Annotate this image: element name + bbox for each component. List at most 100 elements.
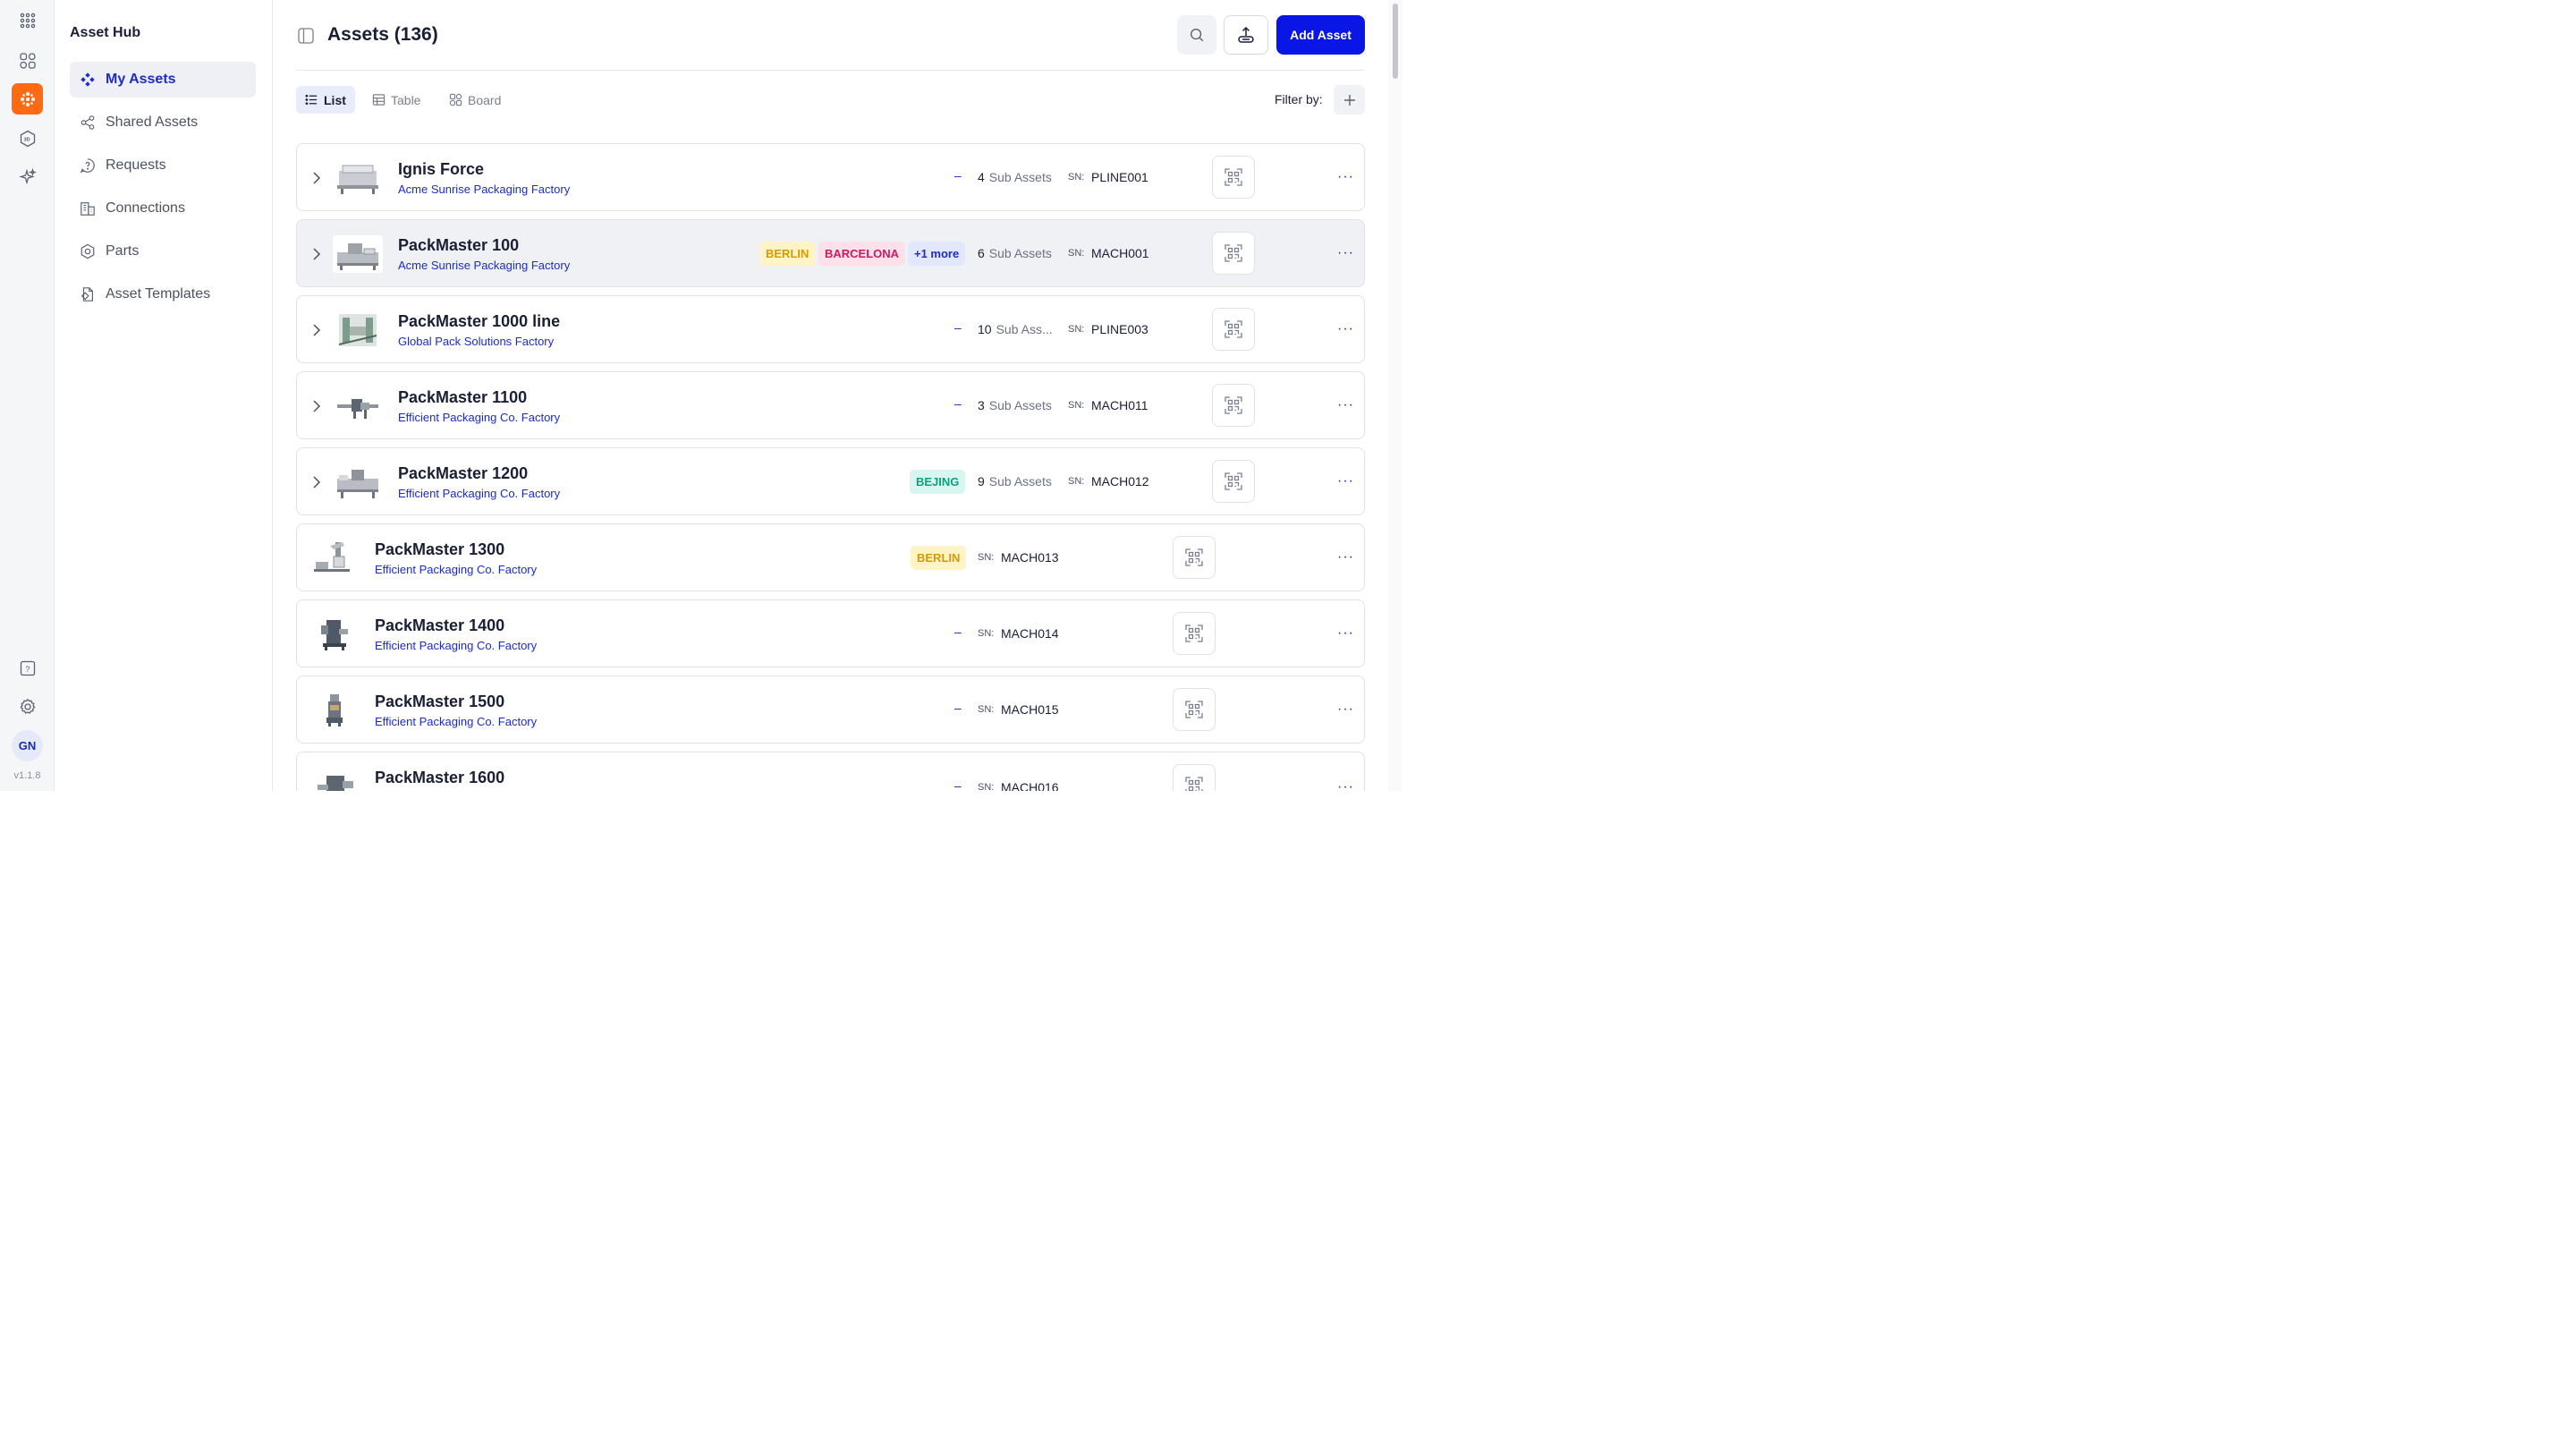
sidebar-item-asset-templates[interactable]: Asset Templates [70,276,256,312]
machine-image [326,694,343,726]
asset-row[interactable]: PackMaster 1300 Efficient Packaging Co. … [296,523,1365,591]
asset-row[interactable]: Ignis Force Acme Sunrise Packaging Facto… [296,143,1365,211]
asset-location[interactable]: Acme Sunrise Packaging Factory [398,183,571,196]
more-options-icon[interactable]: ··· [1337,321,1354,336]
location-tag[interactable]: BERLIN [911,546,967,570]
chevron-right-icon[interactable] [310,170,323,186]
sub-assets-count[interactable]: 4 Sub Assets [978,170,1052,184]
no-tags-dash: – [954,320,962,335]
no-tags-dash: – [954,778,962,791]
asset-name[interactable]: PackMaster 1500 [375,693,505,710]
qr-code-button[interactable] [1173,612,1216,655]
asset-name[interactable]: PackMaster 1100 [398,388,528,406]
3d-icon[interactable]: 3D [12,123,43,154]
sidebar-item-my-assets[interactable]: My Assets [70,62,256,98]
help-icon[interactable]: ? [12,652,43,684]
asset-location[interactable]: Efficient Packaging Co. Factory [375,563,538,576]
asset-location[interactable]: Efficient Packaging Co. Factory [398,487,561,500]
qr-code-button[interactable] [1173,688,1216,731]
sub-assets-count[interactable]: 10 Sub Ass... [978,322,1053,336]
add-filter-button[interactable] [1334,85,1365,115]
sub-assets-count[interactable]: 9 Sub Assets [978,474,1052,489]
toggle-panel-icon[interactable] [297,27,315,45]
sidebar-item-requests[interactable]: Requests [70,148,256,183]
qr-code-button[interactable] [1212,384,1255,427]
asset-thumbnail [333,159,383,197]
sidebar-item-connections[interactable]: Connections [70,191,256,226]
location-tag[interactable]: BEJING [910,470,966,494]
sub-assets-count[interactable]: 3 Sub Assets [978,398,1052,412]
settings-icon[interactable] [12,691,43,722]
asset-row[interactable]: PackMaster 1500 Efficient Packaging Co. … [296,676,1365,743]
asset-name[interactable]: PackMaster 100 [398,236,520,254]
tab-label: Board [468,92,502,107]
asset-location[interactable]: Global Pack Solutions Factory [398,335,555,348]
asset-name[interactable]: PackMaster 1400 [375,616,505,634]
more-options-icon[interactable]: ··· [1337,549,1354,565]
qr-code-button[interactable] [1212,460,1255,503]
chevron-right-icon[interactable] [310,398,323,414]
asset-thumbnail [333,387,383,425]
asset-row[interactable]: PackMaster 100 Acme Sunrise Packaging Fa… [296,219,1365,287]
tab-list[interactable]: List [296,86,355,114]
qr-code-button[interactable] [1212,308,1255,351]
chevron-right-icon[interactable] [310,246,323,262]
qr-scan-icon [1185,548,1203,566]
more-options-icon[interactable]: ··· [1337,625,1354,641]
more-options-icon[interactable]: ··· [1337,397,1354,412]
qr-scan-icon [1185,701,1203,718]
chevron-right-icon[interactable] [310,474,323,490]
asset-location[interactable]: Efficient Packaging Co. Factory [398,411,561,424]
asset-row[interactable]: PackMaster 1400 Efficient Packaging Co. … [296,599,1365,667]
user-avatar[interactable]: GN [12,730,43,761]
dashboard-icon[interactable] [12,45,43,76]
qr-code-button[interactable] [1212,232,1255,275]
no-tags-dash: – [954,701,962,715]
scrollbar[interactable] [1388,0,1402,791]
qr-code-button[interactable] [1173,764,1216,791]
sub-assets-count[interactable]: 6 Sub Assets [978,246,1052,260]
sidebar-item-shared-assets[interactable]: Shared Assets [70,105,256,140]
asset-row[interactable]: PackMaster 1100 Efficient Packaging Co. … [296,371,1365,439]
asset-location[interactable]: Efficient Packaging Co. Factory [375,715,538,728]
location-tag[interactable]: BARCELONA [818,242,906,266]
more-options-icon[interactable]: ··· [1337,473,1354,489]
asset-name[interactable]: Ignis Force [398,160,485,178]
add-asset-button[interactable]: Add Asset [1276,15,1365,55]
assets-app-icon[interactable] [12,83,43,115]
qr-scan-icon [1224,320,1242,338]
more-options-icon[interactable]: ··· [1337,701,1354,717]
more-tags-badge[interactable]: +1 more [908,242,966,266]
asset-row[interactable]: PackMaster 1000 line Global Pack Solutio… [296,295,1365,363]
sidebar-title: Asset Hub [70,25,141,40]
share-icon [79,114,97,132]
asset-name[interactable]: PackMaster 1200 [398,464,529,482]
sidebar-item-label: Asset Templates [106,286,211,302]
qr-code-button[interactable] [1173,536,1216,579]
asset-name[interactable]: PackMaster 1600 [375,769,505,786]
scrollbar-thumb[interactable] [1393,4,1398,79]
asset-name[interactable]: PackMaster 1300 [375,540,505,558]
more-options-icon[interactable]: ··· [1337,169,1354,184]
import-button[interactable] [1224,15,1268,55]
more-options-icon[interactable]: ··· [1337,245,1354,260]
asset-location[interactable]: Acme Sunrise Packaging Factory [398,259,571,272]
asset-row[interactable]: PackMaster 1200 Efficient Packaging Co. … [296,447,1365,515]
more-options-icon[interactable]: ··· [1337,779,1354,791]
asset-row[interactable]: PackMaster 1600 – SN: MACH016 ··· [296,752,1365,791]
tab-table[interactable]: Table [363,86,429,114]
chevron-right-icon[interactable] [310,322,323,338]
no-tags-dash: – [954,625,962,639]
apps-grid-icon[interactable] [12,4,43,36]
search-button[interactable] [1177,15,1216,55]
sn-label: SN: [978,782,995,791]
sn-label: SN: [978,628,995,639]
asset-name[interactable]: PackMaster 1000 line [398,312,561,330]
tab-board[interactable]: Board [440,86,510,114]
sparkle-icon[interactable] [12,161,43,192]
no-tags-dash: – [954,168,962,183]
sidebar-item-parts[interactable]: Parts [70,234,256,269]
qr-code-button[interactable] [1212,156,1255,199]
location-tag[interactable]: BERLIN [759,242,816,266]
asset-location[interactable]: Efficient Packaging Co. Factory [375,639,538,652]
